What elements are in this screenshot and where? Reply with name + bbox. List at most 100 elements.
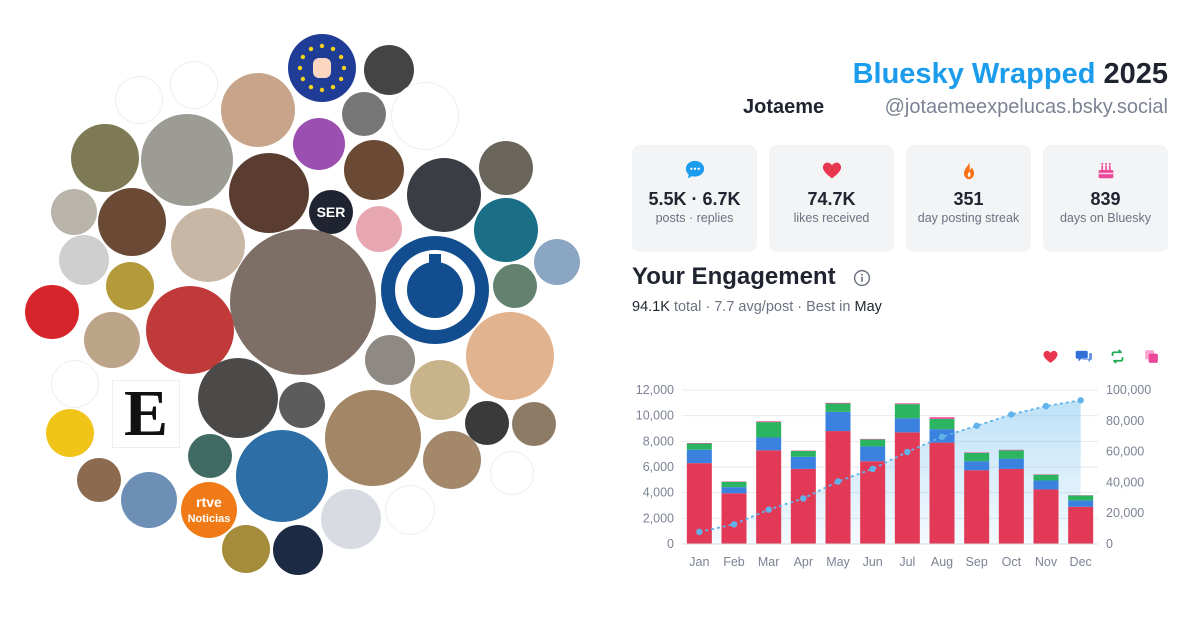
avatar[interactable] <box>236 430 328 522</box>
avatar[interactable] <box>106 262 154 310</box>
avatar[interactable] <box>46 409 94 457</box>
reply-icon[interactable] <box>1075 348 1092 365</box>
stat-card-days: 839 days on Bluesky <box>1043 145 1168 252</box>
avatar[interactable] <box>84 312 140 368</box>
x-tick-label: Nov <box>1035 555 1058 569</box>
avatar[interactable] <box>77 458 121 502</box>
wrapped-panel: Bluesky Wrapped 2025 Jotaeme @jotaemeexp… <box>632 0 1168 630</box>
rtve-line2: Noticias <box>187 512 231 525</box>
y2-tick-label: 60,000 <box>1106 445 1144 459</box>
avatar[interactable] <box>466 312 554 400</box>
x-tick-label: Dec <box>1070 555 1092 569</box>
eu-flag-avatar[interactable] <box>288 34 356 102</box>
bar-segment <box>721 481 747 488</box>
eu-stars-icon <box>297 43 347 93</box>
bar-segment <box>825 403 851 412</box>
avatar[interactable] <box>51 360 99 408</box>
cumulative-point <box>973 422 980 429</box>
avatar[interactable] <box>222 525 270 573</box>
x-tick-label: Feb <box>723 555 745 569</box>
engagement-avg: · 7.7 avg/post · Best in <box>705 299 851 315</box>
avatar[interactable] <box>391 82 459 150</box>
bar-segment <box>929 418 955 430</box>
avatar[interactable] <box>71 124 139 192</box>
avatar[interactable] <box>198 358 278 438</box>
bar-segment <box>721 493 747 544</box>
y2-tick-label: 80,000 <box>1106 414 1144 428</box>
avatar[interactable] <box>407 158 481 232</box>
avatar[interactable] <box>51 189 97 235</box>
avatar[interactable] <box>493 264 537 308</box>
y2-tick-label: 0 <box>1106 537 1113 551</box>
e-avatar[interactable]: E <box>112 380 180 448</box>
avatar[interactable] <box>141 114 233 206</box>
y-tick-label: 12,000 <box>636 383 674 397</box>
avatar[interactable] <box>479 141 533 195</box>
avatar[interactable] <box>490 451 534 495</box>
bar-segment <box>894 418 920 433</box>
bar-segment <box>825 402 851 404</box>
bar-segment <box>790 456 816 469</box>
engagement-total-word: total <box>673 299 702 315</box>
rtve-avatar[interactable]: rtve Noticias <box>181 482 237 538</box>
stat-value: 839 <box>1090 189 1121 209</box>
avatar[interactable] <box>273 525 323 575</box>
heart-icon[interactable] <box>1042 348 1059 365</box>
avatar[interactable] <box>171 208 245 282</box>
avatar[interactable] <box>221 73 295 147</box>
x-tick-label: Jul <box>899 555 915 569</box>
bar-segment <box>825 431 851 544</box>
avatar[interactable] <box>356 206 402 252</box>
avatar[interactable] <box>321 489 381 549</box>
bar-segment <box>929 442 955 544</box>
ser-label: SER <box>316 203 346 220</box>
avatar[interactable] <box>229 153 309 233</box>
x-tick-label: Oct <box>1002 555 1022 569</box>
avatar[interactable] <box>534 239 580 285</box>
bar-segment <box>964 461 990 471</box>
y-tick-label: 6,000 <box>643 460 674 474</box>
avatar[interactable] <box>293 118 345 170</box>
avatar[interactable] <box>344 140 404 200</box>
y-tick-label: 0 <box>667 537 674 551</box>
avatar[interactable] <box>342 92 386 136</box>
avatar[interactable] <box>121 472 177 528</box>
info-icon[interactable] <box>853 269 871 287</box>
avatar[interactable] <box>465 401 509 445</box>
cumulative-point <box>938 433 946 440</box>
avatar[interactable] <box>25 285 79 339</box>
cumulative-point <box>800 495 807 502</box>
x-tick-label: Jun <box>863 555 883 569</box>
avatar[interactable] <box>230 229 376 375</box>
avatar[interactable] <box>474 198 538 262</box>
avatar[interactable] <box>170 61 218 109</box>
page-title: Bluesky Wrapped 2025 <box>853 58 1168 91</box>
avatar[interactable] <box>98 188 166 256</box>
quote-icon[interactable] <box>1143 348 1160 365</box>
ser-avatar[interactable]: SER <box>309 190 353 234</box>
stat-value: 351 <box>953 189 984 209</box>
cumulative-point <box>696 528 703 536</box>
avatar[interactable] <box>512 402 556 446</box>
avatar[interactable] <box>188 434 232 478</box>
cumulative-point <box>1042 402 1050 410</box>
avatar[interactable] <box>146 286 234 374</box>
avatar[interactable] <box>115 76 163 124</box>
repost-icon[interactable] <box>1109 348 1126 365</box>
avatar[interactable] <box>423 431 481 489</box>
avatar[interactable] <box>365 335 415 385</box>
avatar[interactable] <box>381 236 489 344</box>
avatar[interactable] <box>59 235 109 285</box>
avatar[interactable] <box>385 485 435 535</box>
display-name: Jotaeme <box>743 96 825 118</box>
engagement-total: 94.1K <box>632 299 670 315</box>
avatar[interactable] <box>325 390 421 486</box>
speech-bubble-icon <box>685 160 704 179</box>
bar-segment <box>790 450 816 457</box>
avatar[interactable] <box>410 360 470 420</box>
cumulative-point <box>1008 411 1015 418</box>
bar-segment <box>1033 489 1059 544</box>
avatar[interactable] <box>279 382 325 428</box>
stat-card-likes: 74.7K likes received <box>769 145 894 252</box>
